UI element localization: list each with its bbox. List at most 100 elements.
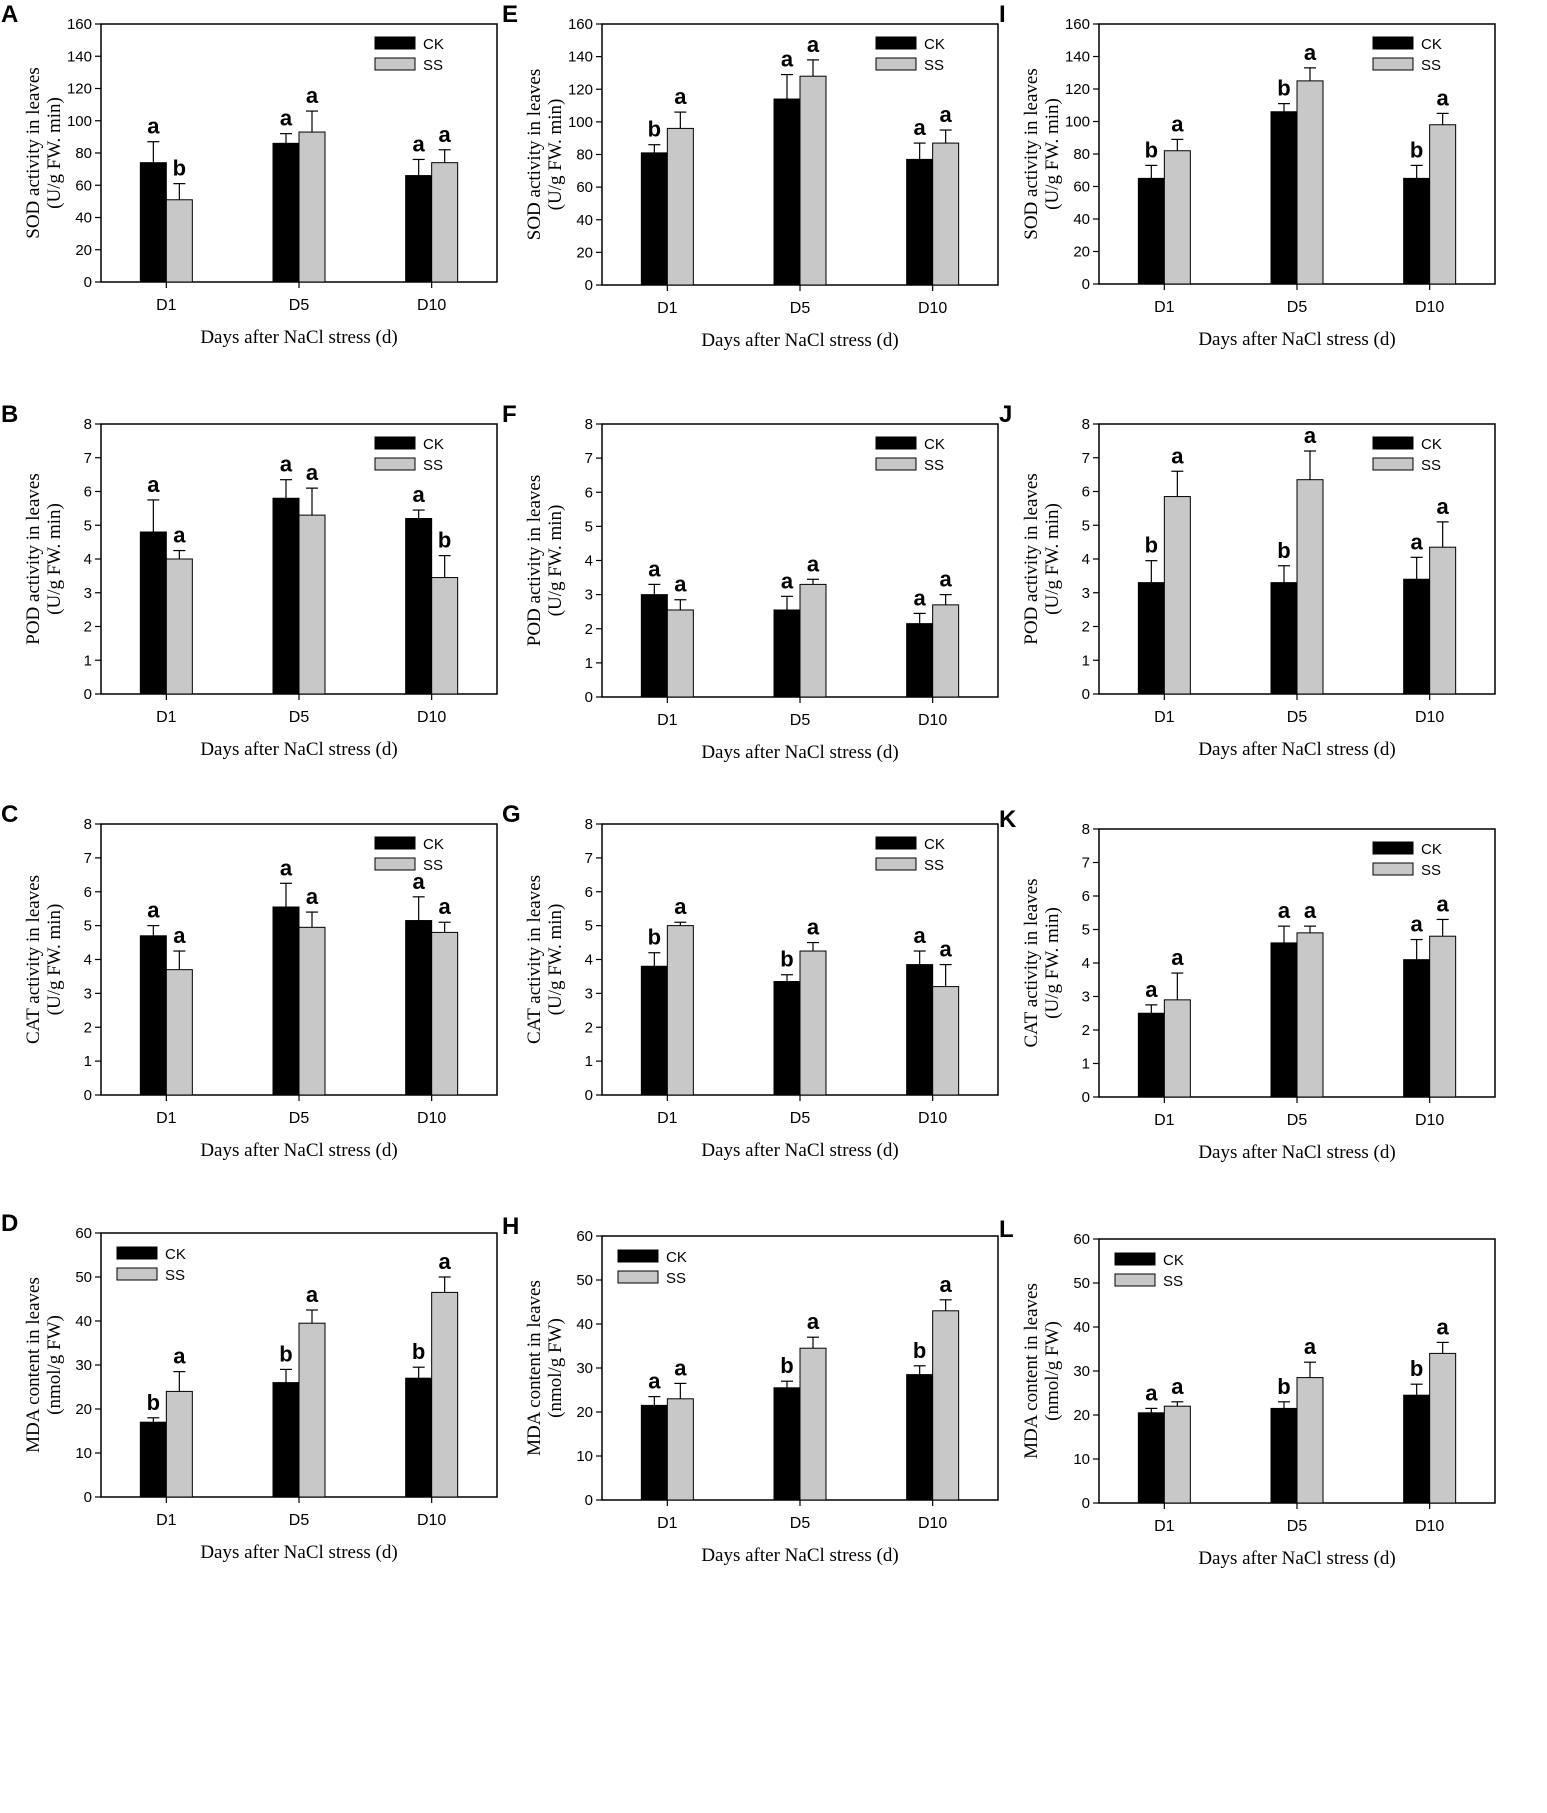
significance-letter: a (306, 884, 319, 909)
y-tick-label: 0 (585, 689, 593, 706)
y-axis-title: CAT activity in leaves(U/g FW. min) (524, 875, 566, 1044)
y-axis-title: MDA content in leaves(nmol/g FW) (524, 1280, 566, 1456)
significance-letter: a (1304, 898, 1317, 923)
y-axis-title-line: (nmol/g FW) (1042, 1321, 1063, 1421)
panel-letter: L (999, 1216, 1014, 1243)
y-tick-label: 0 (84, 274, 92, 291)
legend-label-ss: SS (924, 57, 944, 74)
significance-letter: a (1411, 912, 1424, 937)
bar-ck (640, 594, 668, 698)
legend-swatch-ss (875, 457, 917, 471)
y-tick-label: 60 (75, 1225, 92, 1242)
significance-letter: a (1304, 423, 1317, 448)
significance-letter: a (940, 567, 953, 592)
significance-letter: a (147, 472, 160, 497)
y-axis-title-line: POD activity in leaves (1021, 473, 1042, 645)
y-tick-label: 140 (67, 48, 92, 65)
y-tick-label: 60 (576, 179, 593, 196)
y-tick-label: 4 (84, 952, 92, 969)
y-tick-label: 0 (585, 1087, 593, 1104)
bar-ck (272, 1382, 300, 1498)
bar-ss (1163, 150, 1191, 285)
y-tick-label: 7 (585, 850, 593, 867)
x-tick-label: D1 (1154, 1518, 1175, 1535)
legend-label-ck: CK (1163, 1252, 1184, 1269)
significance-letter: a (1171, 111, 1184, 136)
legend: CK SS (875, 836, 945, 874)
y-tick-label: 120 (568, 81, 593, 98)
y-tick-label: 60 (1073, 1231, 1090, 1248)
legend: CK SS (374, 36, 444, 74)
y-tick-label: 4 (585, 952, 593, 969)
significance-letter: b (1277, 1374, 1290, 1399)
y-tick-label: 0 (1082, 686, 1090, 703)
y-tick-label: 7 (1082, 450, 1090, 467)
legend-label-ss: SS (666, 1270, 686, 1287)
y-tick-label: 3 (1082, 989, 1090, 1006)
x-axis-title: Days after NaCl stress (d) (1198, 739, 1395, 760)
y-axis-title: SOD activity in leaves(U/g FW. min) (1021, 68, 1063, 240)
x-tick-label: D10 (1415, 709, 1444, 726)
significance-letter: b (438, 528, 451, 553)
y-tick-label: 5 (1082, 517, 1090, 534)
legend-swatch-ss (374, 457, 416, 471)
bar-ss (932, 1310, 960, 1501)
bar-ss (1163, 1405, 1191, 1504)
significance-letter: a (147, 898, 160, 923)
y-tick-label: 20 (1073, 244, 1090, 261)
legend-label-ck: CK (423, 436, 444, 453)
significance-letter: b (780, 947, 793, 972)
significance-letter: a (280, 452, 293, 477)
y-tick-label: 0 (585, 277, 593, 294)
significance-letter: a (674, 84, 687, 109)
bar-ck (1270, 111, 1298, 285)
x-tick-label: D5 (289, 1512, 310, 1529)
x-tick-label: D10 (1415, 1518, 1444, 1535)
bar-ck (1403, 959, 1431, 1098)
bar-ss (298, 514, 326, 695)
y-tick-label: 3 (585, 985, 593, 1002)
bar-ss (298, 926, 326, 1096)
panel-g: G 0 1 2 3 4 5 6 7 8 CAT activity in leaves(U/g FW.… (502, 801, 999, 1161)
legend-label-ss: SS (1421, 862, 1441, 879)
y-axis-title: POD activity in leaves(U/g FW. min) (524, 475, 566, 647)
significance-letter: a (1437, 1314, 1450, 1339)
y-tick-label: 2 (585, 621, 593, 638)
significance-letter: a (439, 894, 452, 919)
legend-label-ck: CK (1421, 841, 1442, 858)
significance-letter: a (306, 1282, 319, 1307)
significance-letter: a (781, 568, 794, 593)
y-axis-title-line: (nmol/g FW) (545, 1318, 566, 1418)
legend-swatch-ss (1372, 57, 1414, 71)
legend: CK SS (116, 1246, 186, 1284)
legend-label-ss: SS (924, 857, 944, 874)
bar-ss (165, 558, 193, 695)
panel-letter: H (502, 1213, 519, 1240)
panel-b: B 0 1 2 3 4 5 6 7 8 POD activity in leaves(U/g FW.… (1, 401, 498, 760)
significance-letter: a (173, 923, 186, 948)
panel-letter: I (999, 1, 1006, 28)
legend-swatch-ck (1114, 1252, 1156, 1266)
bar-ss (298, 131, 326, 283)
panel-j: J 0 1 2 3 4 5 6 7 8 POD activity in leaves(U/g FW.… (999, 401, 1496, 760)
legend-swatch-ck (875, 436, 917, 450)
x-tick-label: D10 (417, 297, 446, 314)
y-tick-label: 80 (576, 147, 593, 164)
legend-label-ss: SS (1421, 457, 1441, 474)
significance-letter: a (940, 1272, 953, 1297)
bar-ck (640, 152, 668, 286)
significance-letter: a (280, 855, 293, 880)
y-tick-label: 4 (1082, 551, 1090, 568)
significance-letter: a (306, 83, 319, 108)
y-tick-label: 8 (585, 416, 593, 433)
bar-ss (1163, 496, 1191, 695)
x-tick-label: D5 (1287, 299, 1308, 316)
bar-ss (1296, 80, 1324, 285)
y-tick-label: 20 (75, 1401, 92, 1418)
x-tick-label: D10 (918, 1515, 947, 1532)
significance-letter: b (1410, 1356, 1423, 1381)
panel-d: D 0 10 20 30 40 50 60 MDA content in leaves(nmol… (1, 1210, 498, 1563)
y-tick-label: 3 (84, 585, 92, 602)
significance-letter: a (648, 1369, 661, 1394)
